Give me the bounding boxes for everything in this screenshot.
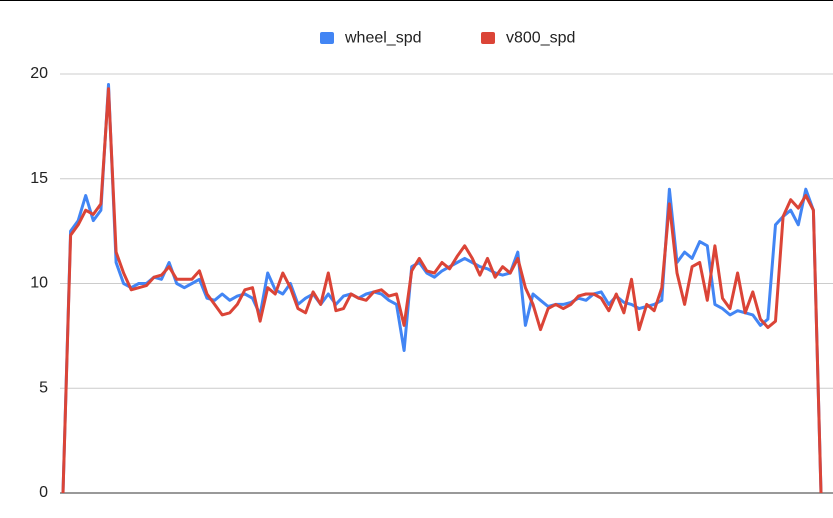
y-tick-label: 20 (30, 65, 48, 82)
legend-label: v800_spd (506, 30, 575, 47)
legend-swatch (481, 32, 495, 44)
y-tick-label: 0 (39, 484, 48, 501)
legend-swatch (320, 32, 334, 44)
y-tick-label: 5 (39, 379, 48, 396)
y-tick-label: 10 (30, 275, 48, 292)
series-line (61, 87, 823, 494)
legend-label: wheel_spd (344, 30, 422, 47)
series-line (61, 83, 823, 494)
y-tick-label: 15 (30, 170, 48, 187)
